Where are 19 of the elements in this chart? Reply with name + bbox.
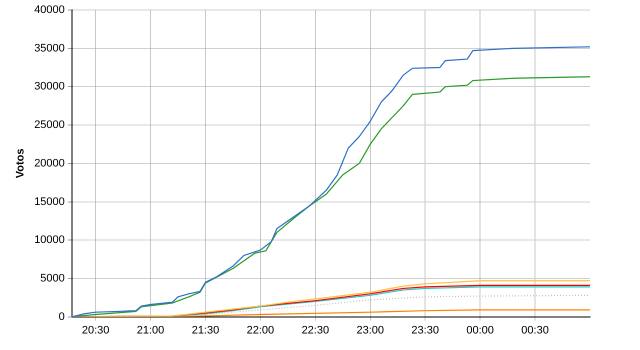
y-tick-label: 20000 bbox=[34, 157, 65, 170]
y-tick-label: 15000 bbox=[34, 196, 65, 208]
x-tick-label: 22:30 bbox=[302, 324, 330, 336]
x-tick-label: 20:30 bbox=[82, 324, 110, 336]
y-tick-label: 5000 bbox=[40, 272, 65, 284]
x-tick-label: 21:30 bbox=[192, 324, 220, 336]
y-tick-label: 35000 bbox=[34, 42, 65, 54]
x-tick-label: 00:00 bbox=[466, 324, 494, 336]
x-tick-label: 21:00 bbox=[136, 324, 164, 336]
y-axis-title: Votos bbox=[14, 148, 27, 178]
x-tick-label: 22:00 bbox=[246, 324, 274, 336]
y-tick-label: 25000 bbox=[34, 119, 65, 132]
x-tick-label: 23:00 bbox=[356, 324, 384, 336]
x-tick-label: 00:30 bbox=[521, 324, 549, 336]
y-tick-label: 30000 bbox=[34, 80, 65, 93]
y-tick-label: 40000 bbox=[34, 4, 65, 16]
x-tick-label: 23:30 bbox=[411, 324, 439, 336]
y-tick-label: 0 bbox=[58, 310, 65, 323]
y-tick-label: 10000 bbox=[34, 234, 65, 246]
